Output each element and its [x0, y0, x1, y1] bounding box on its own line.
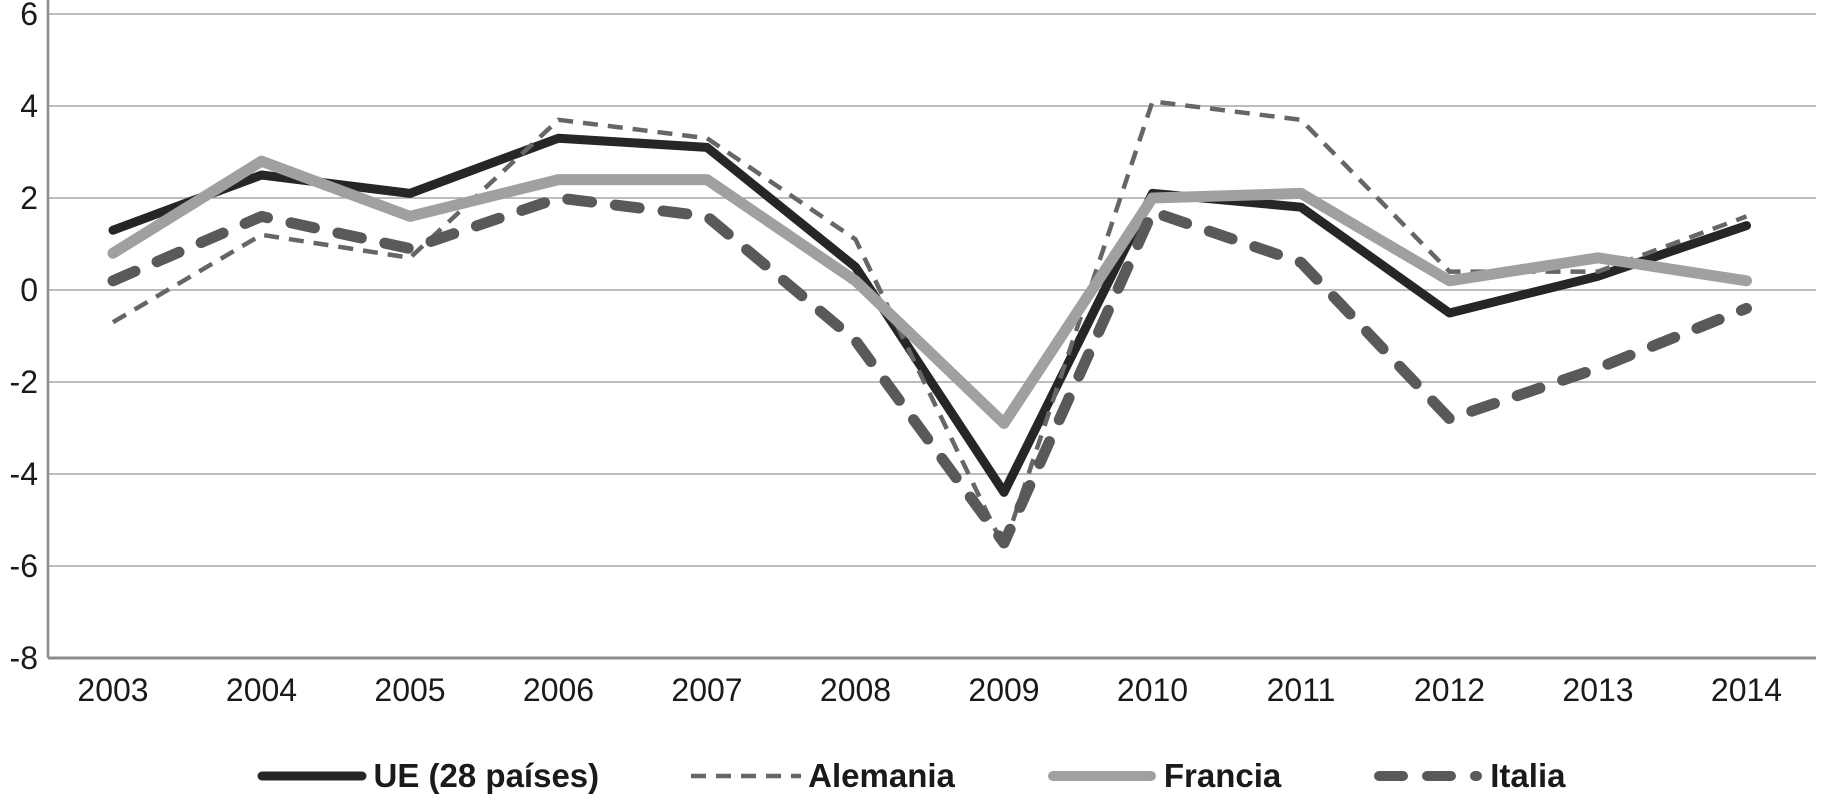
- y-tick-label: 4: [20, 88, 38, 124]
- series-line-alemania: [111, 99, 1748, 550]
- series-line-italia: [107, 192, 1752, 549]
- chart-canvas: 6 4 2 0 -2 -4 -6 -8 2003 2004 2005 2006 2007 2008 2009…: [10, 0, 1816, 708]
- y-tick-label: -2: [10, 364, 38, 400]
- y-tick-label: 0: [20, 272, 38, 308]
- legend-swatch-francia: [1047, 771, 1156, 781]
- x-tick-label: 2013: [1562, 672, 1633, 708]
- x-tick-label: 2010: [1117, 672, 1188, 708]
- series-line-francia: [107, 155, 1752, 429]
- legend-item-alemania: Alemania: [691, 757, 955, 795]
- x-tick-label: 2011: [1267, 672, 1336, 708]
- x-tick-label: 2007: [671, 672, 742, 708]
- legend-item-italia: Italia: [1373, 757, 1565, 795]
- y-tick-label: -4: [10, 456, 38, 492]
- x-tick-label: 2006: [523, 672, 594, 708]
- chart-legend: UE (28 países) Alemania Francia Italia: [0, 748, 1822, 804]
- legend-label-francia: Francia: [1163, 757, 1282, 794]
- legend-label-italia: Italia: [1490, 757, 1566, 794]
- x-tick-label: 2014: [1711, 672, 1782, 708]
- y-tick-label: -6: [10, 548, 38, 584]
- x-tick-label: 2009: [968, 672, 1039, 708]
- series-line-ue-28-paises: [108, 133, 1751, 497]
- legend-item-francia: Francia: [1047, 757, 1281, 795]
- x-tick-label: 2008: [820, 672, 891, 708]
- y-tick-label: -8: [10, 640, 38, 676]
- x-tick-label: 2012: [1414, 672, 1485, 708]
- y-tick-label: 6: [20, 0, 38, 32]
- plot-area: 6 4 2 0 -2 -4 -6 -8 2003 2004 2005 2006 2007 2008 2009…: [10, 0, 1816, 708]
- x-tick-label: 2004: [226, 672, 297, 708]
- legend-swatch-italia: [1374, 771, 1483, 781]
- x-tick-label: 2005: [374, 672, 445, 708]
- y-tick-label: 2: [20, 180, 38, 216]
- x-tick-label: 2003: [77, 672, 148, 708]
- legend-label-alemania: Alemania: [808, 757, 955, 794]
- legend-swatch-alemania: [691, 773, 802, 779]
- legend-swatch-ue-28-paises: [257, 771, 367, 781]
- legend-item-ue-28-paises: UE (28 países): [257, 757, 600, 795]
- legend-label-ue-28-paises: UE (28 países): [373, 757, 600, 794]
